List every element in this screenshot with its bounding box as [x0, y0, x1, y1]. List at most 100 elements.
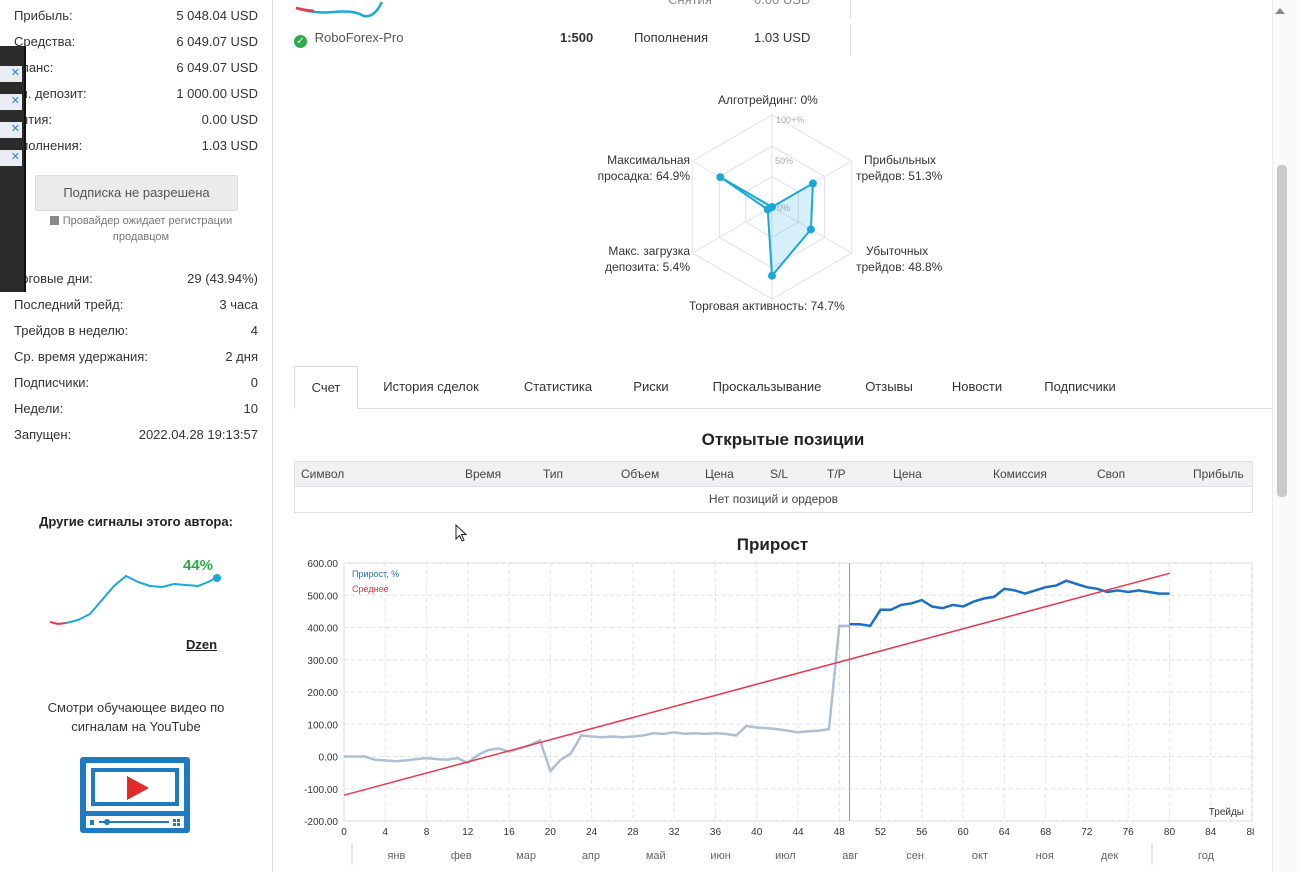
- x-tick-label: 60: [958, 827, 970, 838]
- stat-avg-holding: Ср. время удержания: 2 дня: [14, 349, 258, 369]
- radar-label-loss-trades: Убыточных трейдов: 48.8%: [856, 243, 942, 275]
- scrollbar-thumb[interactable]: [1277, 165, 1287, 497]
- popup-x-icon: ✕: [10, 67, 20, 79]
- month-label: июн: [710, 850, 730, 862]
- col-swap[interactable]: Своп: [1097, 467, 1126, 481]
- y-tick-label: -100.00: [304, 785, 338, 796]
- y-tick-label: 600.00: [307, 559, 338, 570]
- sparkline-line: [65, 574, 217, 624]
- youtube-promo-text: Смотри обучающее видео по сигналам на Yo…: [0, 698, 272, 736]
- deposits-value: 1.03 USD: [754, 30, 811, 45]
- radar-label-algotrading: Алготрейдинг: 0%: [718, 93, 818, 107]
- radar-label-dd-2: просадка: 64.9%: [597, 169, 690, 183]
- chart-title: Прирост: [736, 535, 809, 554]
- col-commission[interactable]: Комиссия: [993, 467, 1047, 481]
- month-label: май: [646, 850, 666, 862]
- stat-subscribers: Подписчики: 0: [14, 375, 258, 395]
- table-header: Символ Время Тип Объем Цена S/L T/P Цена…: [295, 462, 1252, 487]
- mouse-cursor-icon: [455, 524, 468, 542]
- tab-slippage[interactable]: Проскальзывание: [712, 379, 822, 394]
- tab-account[interactable]: Счет: [294, 366, 358, 409]
- col-profit[interactable]: Прибыль: [1193, 467, 1244, 481]
- other-signal-sparkline[interactable]: [44, 570, 224, 630]
- x-tick-label: 0: [341, 827, 347, 838]
- stat-label: ач. депозит:: [14, 86, 87, 101]
- deposits-label: Пополнения: [634, 30, 709, 45]
- radar-label-profit-trades: Прибыльных трейдов: 51.3%: [856, 152, 942, 184]
- popup-row[interactable]: ✕: [0, 122, 22, 138]
- month-label: мар: [516, 850, 536, 862]
- popup-row[interactable]: ✕: [0, 94, 22, 110]
- stat-value: 1 000.00 USD: [176, 86, 258, 101]
- stat-value: 1.03 USD: [201, 138, 258, 153]
- signal-sidebar: Прибыль: 5 048.04 USD Средства: 6 049.07 U…: [0, 0, 272, 872]
- y-tick-label: -200.00: [304, 817, 338, 828]
- radar-point: [808, 179, 817, 188]
- x-tick-label: 84: [1205, 827, 1217, 838]
- radar-label-max-load: Макс. загрузка депозита: 5.4%: [598, 243, 690, 275]
- page-scrollbar[interactable]: [1272, 0, 1300, 872]
- col-price2[interactable]: Цена: [893, 467, 922, 481]
- tab-reviews[interactable]: Отзывы: [865, 379, 913, 394]
- scroll-up-arrow-icon[interactable]: [1275, 8, 1285, 14]
- x-tick-label: 80: [1164, 827, 1176, 838]
- server-name[interactable]: RoboForex-Pro: [314, 30, 404, 45]
- col-sl[interactable]: S/L: [770, 467, 789, 481]
- stat-value: 6 049.07 USD: [176, 34, 258, 49]
- row-divider: [850, 24, 851, 56]
- stat-label: ополнения:: [14, 138, 83, 153]
- tab-news[interactable]: Новости: [951, 379, 1003, 394]
- month-label: июл: [775, 850, 796, 862]
- popup-row[interactable]: ✕: [0, 150, 22, 166]
- other-signal-link[interactable]: Dzen: [186, 637, 218, 652]
- col-price[interactable]: Цена: [705, 467, 734, 481]
- subscribe-button[interactable]: Подписка не разрешена: [35, 175, 238, 211]
- radar-label-loss-1: Убыточных: [866, 244, 929, 258]
- x-tick-label: 20: [545, 827, 557, 838]
- x-tick-label: 76: [1123, 827, 1135, 838]
- youtube-promo-line2: сигналам на YouTube: [71, 719, 201, 734]
- radar-axis: [692, 206, 773, 254]
- radar-label-dd-1: Максимальная: [607, 153, 690, 167]
- col-volume[interactable]: Объем: [621, 467, 660, 481]
- x-tick-label: 24: [586, 827, 598, 838]
- month-label: ноя: [1036, 850, 1054, 862]
- y-tick-label: 0.00: [319, 753, 339, 764]
- radar-point: [716, 173, 725, 182]
- stat-label: Последний трейд:: [14, 297, 124, 312]
- popup-row[interactable]: ✕: [0, 66, 22, 82]
- other-signal-percent: 44%: [183, 557, 214, 574]
- stat-initial-deposit: ач. депозит: 1 000.00 USD: [14, 86, 258, 106]
- y-tick-label: 300.00: [307, 656, 338, 667]
- x-tick-label: 48: [834, 827, 846, 838]
- youtube-promo-line1: Смотри обучающее видео по: [47, 700, 225, 715]
- stat-value: 3 часа: [219, 297, 258, 312]
- open-positions-table: Символ Время Тип Объем Цена S/L T/P Цена…: [294, 461, 1253, 513]
- stat-weeks: Недели: 10: [14, 401, 258, 421]
- mini-growth-graph: [295, 1, 384, 18]
- series-line-0: [344, 624, 850, 774]
- other-signals-title: Другие сигналы этого автора:: [39, 514, 233, 529]
- popup-x-icon: ✕: [10, 151, 20, 163]
- radar-label-profit-1: Прибыльных: [864, 153, 937, 167]
- radar-label-loss-2: трейдов: 48.8%: [856, 260, 943, 274]
- growth-chart[interactable]: -200.00 -100.00 0.00 100.00 200.00 300.00 400.…: [294, 555, 1254, 872]
- col-tp[interactable]: T/P: [827, 467, 846, 481]
- stat-value: 2 дня: [225, 349, 258, 364]
- youtube-video-icon[interactable]: [79, 756, 191, 834]
- x-tick-label: 56: [916, 827, 928, 838]
- withdrawals-value: 0.00 USD: [754, 0, 810, 14]
- table-empty-message: Нет позиций и ордеров: [708, 492, 839, 506]
- stat-label: Подписчики:: [14, 375, 90, 390]
- tab-statistics[interactable]: Статистика: [523, 379, 593, 394]
- tab-subscribers[interactable]: Подписчики: [1044, 379, 1116, 394]
- col-time[interactable]: Время: [465, 467, 502, 481]
- tab-risks[interactable]: Риски: [633, 379, 669, 394]
- col-type[interactable]: Тип: [543, 467, 564, 481]
- sparkline-end-point: [213, 574, 221, 582]
- popup-x-icon: ✕: [10, 95, 20, 107]
- stat-label: Средства:: [14, 34, 76, 49]
- check-icon: ✓: [294, 35, 307, 48]
- col-symbol[interactable]: Символ: [301, 467, 345, 481]
- tab-trade-history[interactable]: История сделок: [383, 379, 479, 394]
